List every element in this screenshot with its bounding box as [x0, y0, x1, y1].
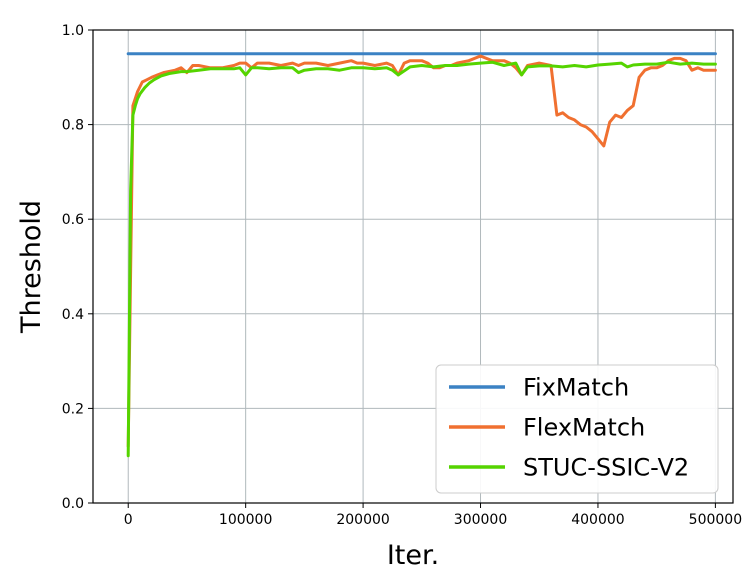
grid — [93, 30, 733, 503]
legend-label: FixMatch — [523, 374, 629, 402]
series-line-stuc-ssic-v2 — [126, 60, 717, 458]
y-tick-label: 0.2 — [62, 401, 84, 417]
y-axis-label: Threshold — [16, 200, 47, 334]
x-tick-label: 0 — [124, 512, 133, 528]
x-tick-label: 400000 — [571, 512, 624, 528]
legend-label: STUC-SSIC-V2 — [523, 454, 689, 482]
series-lines — [126, 52, 717, 458]
legend-label: FlexMatch — [523, 414, 645, 442]
x-tick-label: 100000 — [219, 512, 272, 528]
x-tick-label: 300000 — [454, 512, 507, 528]
x-tick-label: 200000 — [336, 512, 389, 528]
y-tick-label: 1.0 — [62, 23, 84, 39]
axis-ticks: 0 100000 200000 300000 400000 500000 0.0 0.2 0.4… — [62, 23, 742, 528]
legend-box — [435, 364, 719, 494]
y-tick-label: 0.6 — [62, 212, 84, 228]
y-tick-label: 0.0 — [62, 496, 84, 512]
legend: FixMatch FlexMatch STUC-SSIC-V2 — [435, 364, 719, 494]
y-tick-label: 0.8 — [62, 118, 84, 134]
plot-area-frame — [92, 29, 734, 504]
x-tick-label: 500000 — [689, 512, 742, 528]
y-tick-label: 0.4 — [62, 307, 84, 323]
x-axis-label: Iter. — [387, 540, 439, 571]
